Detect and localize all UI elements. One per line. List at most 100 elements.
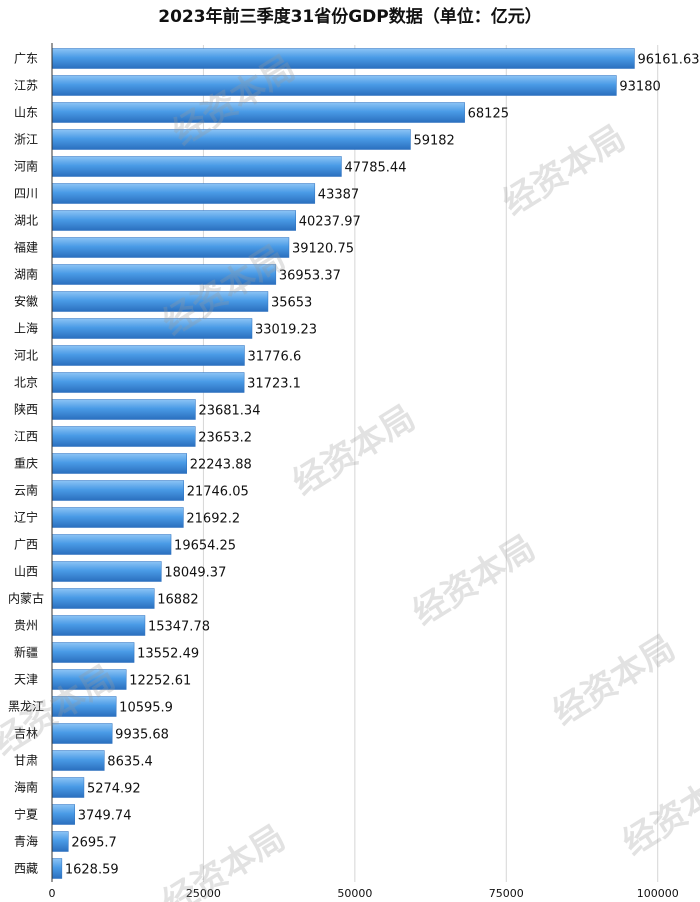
data-label: 59182 — [413, 134, 454, 149]
category-label: 甘肃 — [14, 754, 38, 768]
bar — [51, 183, 316, 204]
category-label: 安徽 — [14, 294, 38, 309]
data-label: 40237.97 — [299, 215, 361, 230]
bar — [51, 858, 63, 879]
watermark: 经资本局 — [156, 818, 293, 902]
category-label: 福建 — [14, 240, 38, 255]
data-label: 9935.68 — [115, 728, 169, 743]
bar — [51, 210, 296, 231]
bar — [51, 75, 617, 96]
category-label: 吉林 — [14, 727, 38, 741]
data-label: 5274.92 — [87, 782, 141, 797]
data-label: 18049.37 — [164, 566, 226, 581]
category-label: 北京 — [14, 376, 38, 390]
data-label: 68125 — [468, 107, 509, 122]
data-label: 35653 — [271, 296, 312, 311]
category-label: 山东 — [14, 106, 38, 120]
category-label: 湖北 — [14, 213, 38, 228]
bar — [51, 750, 105, 771]
data-label: 21746.05 — [187, 485, 249, 500]
category-label: 宁夏 — [14, 807, 38, 822]
bar — [51, 534, 172, 555]
category-label: 重庆 — [14, 457, 38, 471]
bar — [51, 561, 162, 582]
category-label: 山西 — [14, 565, 38, 579]
bar — [51, 615, 146, 636]
data-label: 1628.59 — [65, 863, 119, 878]
category-label: 上海 — [14, 321, 38, 336]
category-label: 江西 — [14, 430, 38, 444]
bar — [51, 129, 411, 150]
category-label: 河南 — [14, 159, 38, 174]
bar — [51, 372, 245, 393]
watermark: 经资本局 — [496, 118, 633, 224]
data-label: 15347.78 — [148, 620, 210, 635]
data-label: 33019.23 — [255, 323, 317, 338]
data-label: 2695.7 — [71, 836, 117, 851]
category-label: 陕西 — [14, 402, 38, 417]
category-label: 黑龙江 — [8, 700, 44, 714]
bar — [51, 453, 187, 474]
data-label: 47785.44 — [344, 161, 406, 176]
category-label: 浙江 — [14, 133, 38, 147]
data-label: 23653.2 — [198, 431, 252, 446]
data-label: 13552.49 — [137, 647, 199, 662]
bar — [51, 588, 155, 609]
x-tick-label: 100000 — [637, 887, 679, 900]
bar — [51, 426, 196, 447]
category-label: 海南 — [14, 780, 38, 795]
bar — [51, 831, 69, 852]
data-label: 39120.75 — [292, 242, 354, 257]
bar — [51, 345, 245, 366]
data-label: 31723.1 — [247, 377, 301, 392]
data-label: 31776.6 — [247, 350, 301, 365]
bars: 广东 96161.63 江苏 93180 山东 68125 浙江 59182 河南 47785.4… — [8, 48, 699, 879]
category-label: 云南 — [14, 483, 38, 498]
category-label: 西藏 — [14, 862, 38, 876]
data-label: 8635.4 — [107, 755, 152, 770]
category-label: 内蒙古 — [8, 591, 44, 606]
data-label: 10595.9 — [119, 701, 173, 716]
category-label: 辽宁 — [14, 510, 38, 525]
watermark: 经资本局 — [406, 528, 543, 634]
category-label: 四川 — [14, 187, 38, 201]
bar — [51, 156, 342, 177]
category-label: 新疆 — [14, 645, 38, 660]
grid-lines — [202, 45, 659, 882]
x-tick-label: 50000 — [337, 887, 372, 900]
data-label: 36953.37 — [279, 269, 341, 284]
data-label: 19654.25 — [174, 539, 236, 554]
data-label: 21692.2 — [186, 512, 240, 527]
data-label: 93180 — [619, 80, 660, 95]
data-label: 96161.63 — [637, 53, 699, 68]
category-label: 河北 — [14, 349, 38, 363]
data-label: 16882 — [157, 593, 198, 608]
data-label: 23681.34 — [198, 404, 260, 419]
watermark: 经资本局 — [286, 398, 423, 504]
bar — [51, 480, 184, 501]
bar — [51, 318, 253, 339]
bar — [51, 48, 635, 69]
bar — [51, 399, 196, 420]
category-label: 江苏 — [14, 79, 38, 93]
watermark: 经资本局 — [546, 628, 683, 734]
x-tick-label: 25000 — [186, 887, 221, 900]
category-label: 天津 — [14, 673, 38, 687]
bar — [51, 642, 135, 663]
data-label: 3749.74 — [78, 809, 132, 824]
bar — [51, 507, 184, 528]
data-label: 22243.88 — [190, 458, 252, 473]
x-tick-label: 0 — [49, 887, 56, 900]
bar — [51, 804, 75, 825]
category-label: 广西 — [14, 538, 38, 552]
category-label: 湖南 — [14, 267, 38, 282]
data-label: 43387 — [318, 188, 359, 203]
category-label: 青海 — [14, 834, 38, 849]
data-label: 12252.61 — [129, 674, 191, 689]
x-axis-ticks: 0 25000 50000 75000 100000 — [49, 887, 679, 900]
bar — [51, 777, 85, 798]
category-label: 广东 — [14, 52, 38, 66]
x-tick-label: 75000 — [489, 887, 524, 900]
